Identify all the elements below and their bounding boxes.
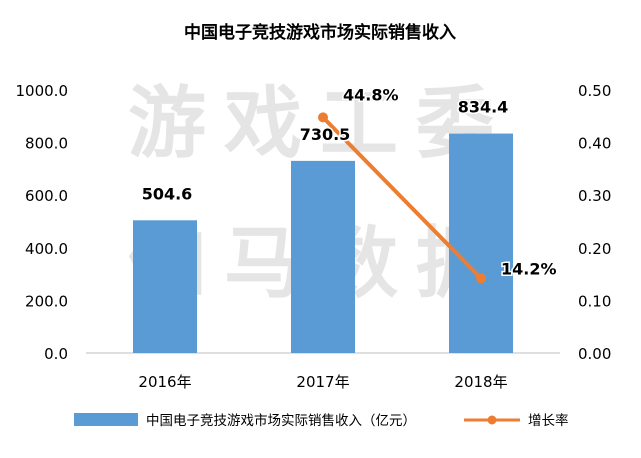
y-right-tick-label: 0.40 [578, 135, 611, 153]
bars-layer [133, 133, 513, 353]
x-tick-label: 2018年 [454, 373, 507, 391]
y-left-tick-label: 1000.0 [16, 82, 69, 100]
y-right-tick-label: 0.10 [578, 292, 611, 310]
growth-marker [476, 273, 486, 284]
bar [133, 220, 197, 353]
legend-bar-label: 中国电子竞技游戏市场实际销售收入（亿元） [146, 412, 416, 429]
legend: 中国电子竞技游戏市场实际销售收入（亿元） 增长率 [74, 412, 569, 429]
axes-layer: 0.0 200.0 400.0 600.0 800.0 1000.0 0.00 0.10 0.2… [16, 82, 612, 391]
bar-data-label: 730.5 [300, 125, 351, 144]
labels-layer: 504.6 730.5 834.4 44.8% 14.2% [140, 84, 558, 280]
bar-data-label: 834.4 [458, 98, 509, 117]
legend-line-label: 增长率 [528, 412, 569, 429]
y-left-tick-label: 600.0 [25, 187, 68, 205]
y-left-tick-label: 800.0 [25, 135, 68, 153]
y-left-tick-label: 0.0 [44, 345, 68, 363]
bar [449, 133, 513, 353]
watermark-text: 游戏工委 [128, 79, 512, 169]
y-right-tick-label: 0.50 [578, 82, 611, 100]
legend-line-marker [487, 415, 497, 425]
y-right-tick-label: 0.20 [578, 240, 611, 258]
y-right-tick-label: 0.00 [578, 345, 611, 363]
growth-data-label: 44.8% [343, 85, 399, 104]
line-layer [318, 112, 486, 284]
growth-line [321, 115, 483, 280]
bar [291, 160, 355, 353]
growth-data-label: 14.2% [501, 259, 557, 278]
chart-title: 中国电子竞技游戏市场实际销售收入 [184, 22, 456, 43]
y-left-tick-label: 400.0 [25, 240, 68, 258]
growth-marker [318, 112, 328, 123]
bar-data-label: 504.6 [142, 184, 193, 203]
legend-bar-swatch [74, 413, 138, 426]
y-right-tick-label: 0.30 [578, 187, 611, 205]
x-tick-label: 2017年 [296, 373, 349, 391]
x-tick-label: 2016年 [138, 373, 191, 391]
y-left-tick-label: 200.0 [25, 292, 68, 310]
